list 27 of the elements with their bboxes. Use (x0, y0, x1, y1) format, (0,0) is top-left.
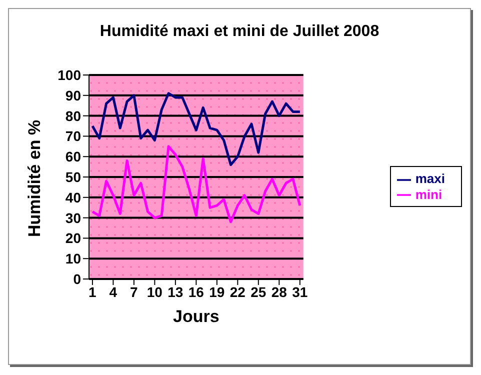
x-tick-label: 19 (209, 284, 225, 300)
y-tick-label: 80 (65, 108, 82, 124)
y-tick-label: 30 (65, 210, 82, 226)
x-tick-label: 7 (130, 284, 138, 300)
x-tick-label: 4 (109, 284, 118, 300)
y-tick-label: 0 (73, 270, 82, 287)
y-tick-label: 40 (65, 189, 82, 206)
x-tick-label: 31 (292, 284, 308, 300)
y-tick-label: 100 (58, 66, 82, 83)
x-tick-label: 16 (188, 284, 204, 300)
x-tick-label: 25 (250, 284, 266, 300)
legend-label: mini (415, 186, 442, 202)
chart-title: Humidité maxi et mini de Juillet 2008 (98, 23, 380, 41)
legend-label: maxi (415, 170, 445, 186)
y-tick-label: 50 (65, 168, 82, 185)
x-tick-label: 28 (271, 284, 288, 300)
y-tick-label: 90 (65, 87, 82, 104)
y-tick-label: 70 (65, 128, 82, 144)
x-tick-label: 1 (88, 284, 97, 300)
y-tick-label: 10 (65, 250, 82, 267)
y-axis-title: Humidité en % (25, 120, 44, 237)
x-tick-label: 10 (146, 284, 163, 300)
y-tick-label: 20 (65, 230, 82, 246)
x-tick-label: 13 (168, 284, 184, 300)
x-axis-title: Jours (173, 307, 220, 326)
y-tick-label: 60 (65, 148, 82, 165)
x-tick-label: 22 (230, 284, 246, 300)
